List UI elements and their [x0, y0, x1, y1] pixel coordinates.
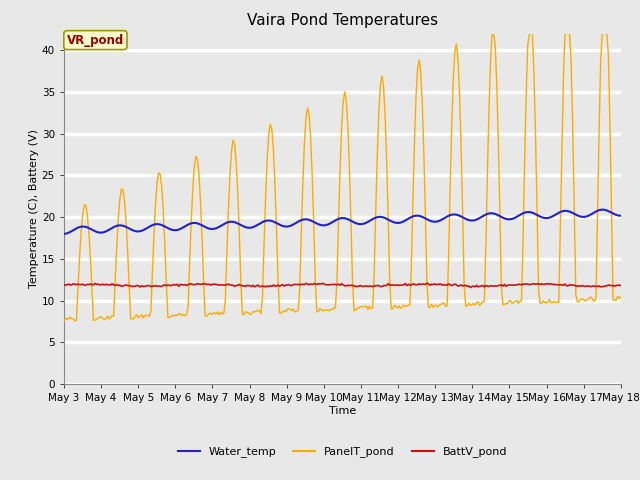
Title: Vaira Pond Temperatures: Vaira Pond Temperatures [247, 13, 438, 28]
Water_temp [129, 227, 136, 233]
BattV_pond [423, 280, 431, 286]
BattV_pond [303, 281, 311, 287]
Line: Water_temp: Water_temp [64, 210, 621, 234]
PanelT_pond [129, 316, 136, 322]
PanelT_pond [617, 294, 625, 300]
Line: BattV_pond: BattV_pond [64, 283, 621, 288]
Water_temp [617, 213, 625, 218]
PanelT_pond [60, 318, 68, 324]
BattV_pond [226, 282, 234, 288]
BattV_pond [617, 283, 625, 288]
BattV_pond [254, 282, 262, 288]
Water_temp [586, 212, 594, 218]
PanelT_pond [244, 310, 252, 315]
Text: VR_pond: VR_pond [67, 34, 124, 47]
Water_temp [254, 222, 262, 228]
Water_temp [60, 231, 68, 237]
PanelT_pond [303, 105, 311, 111]
BattV_pond [129, 284, 136, 289]
Y-axis label: Temperature (C), Battery (V): Temperature (C), Battery (V) [29, 129, 39, 288]
PanelT_pond [226, 172, 234, 178]
BattV_pond [467, 285, 474, 290]
Water_temp [303, 216, 311, 222]
Water_temp [244, 225, 252, 231]
PanelT_pond [254, 307, 262, 313]
X-axis label: Time: Time [329, 406, 356, 416]
Water_temp [598, 207, 606, 213]
BattV_pond [589, 283, 596, 289]
Legend: Water_temp, PanelT_pond, BattV_pond: Water_temp, PanelT_pond, BattV_pond [173, 442, 511, 462]
BattV_pond [244, 283, 252, 288]
Water_temp [226, 219, 234, 225]
PanelT_pond [490, 31, 497, 36]
Line: PanelT_pond: PanelT_pond [64, 34, 621, 321]
PanelT_pond [588, 294, 595, 300]
BattV_pond [60, 282, 68, 288]
